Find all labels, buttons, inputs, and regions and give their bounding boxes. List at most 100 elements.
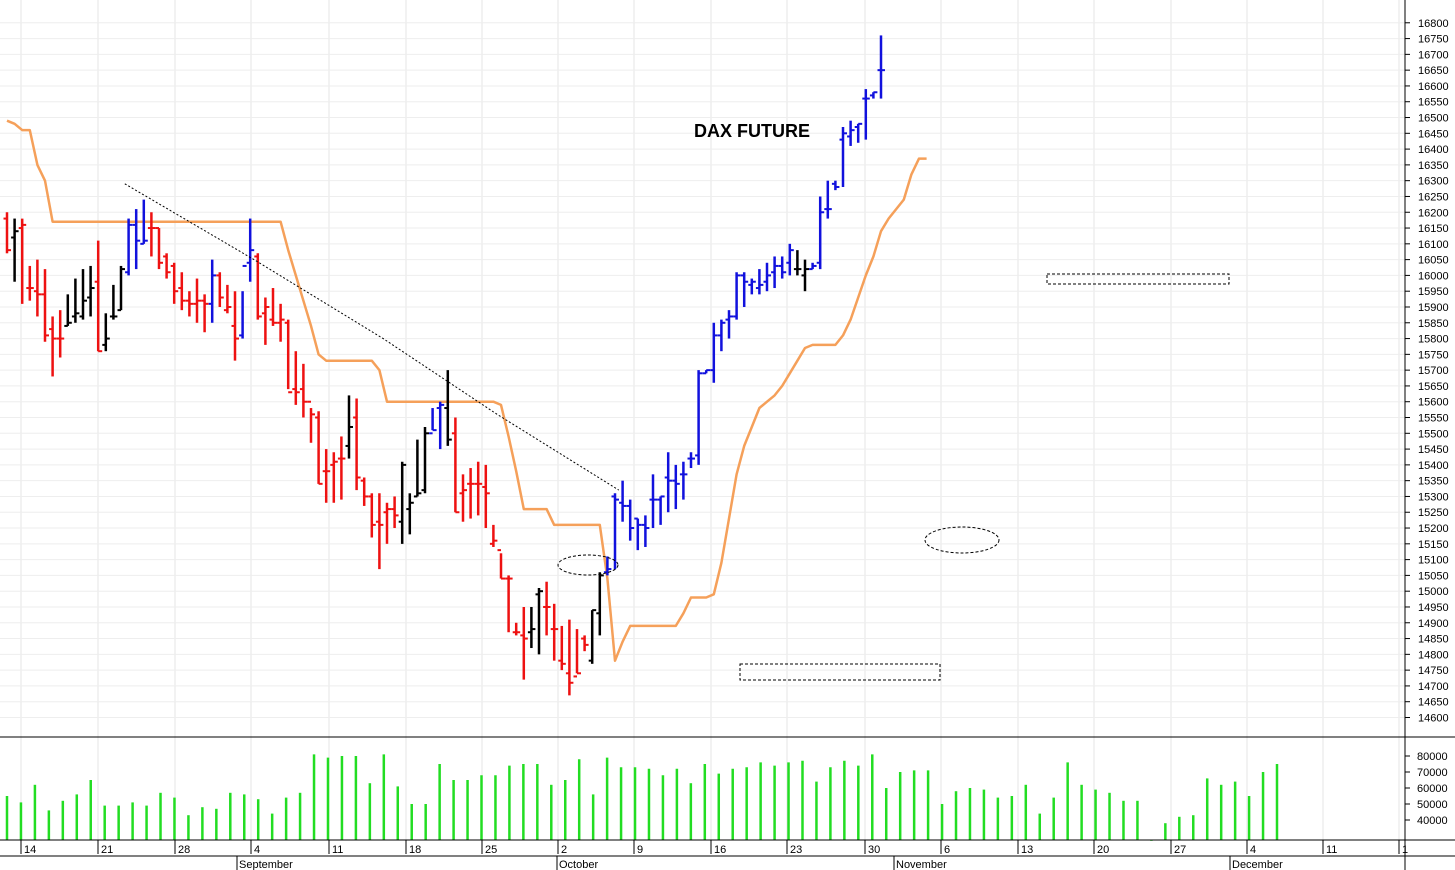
ohlc-bar: [771, 256, 779, 289]
ohlc-bar: [862, 89, 870, 140]
ohlc-bar: [398, 461, 407, 544]
y-tick-label: 16300: [1418, 176, 1449, 188]
y-tick-label: 16500: [1418, 113, 1449, 125]
ohlc-bar: [573, 629, 581, 678]
y-tick-label: 16250: [1418, 191, 1449, 203]
ohlc-bar: [611, 493, 619, 570]
ohlc-bar: [307, 400, 315, 443]
volume-y-tick-label: 50000: [1417, 799, 1448, 811]
ohlc-bar: [839, 126, 847, 187]
annotation-box-breakout: [1046, 273, 1230, 285]
ohlc-bar: [277, 303, 285, 342]
ohlc-bar: [459, 474, 467, 522]
ohlc-bar: [626, 499, 635, 541]
ohlc-bar: [94, 240, 103, 353]
ohlc-bar: [619, 480, 627, 522]
ohlc-bar: [634, 517, 642, 551]
ohlc-bar: [421, 426, 429, 494]
y-tick-label: 16450: [1418, 128, 1449, 140]
ohlc-bar: [854, 122, 863, 143]
x-tick-label: 4: [254, 844, 260, 856]
ohlc-bar: [786, 243, 794, 276]
x-tick-label: 20: [1097, 844, 1109, 856]
ohlc-bar: [231, 291, 239, 361]
ohlc-bar: [246, 218, 255, 282]
ohlc-bar: [170, 262, 179, 304]
y-tick-label: 16650: [1418, 65, 1449, 77]
y-tick-label: 15250: [1418, 507, 1449, 519]
y-tick-label: 14800: [1418, 649, 1449, 661]
y-tick-label: 14600: [1418, 713, 1449, 725]
ohlc-bar: [497, 549, 505, 580]
ohlc-bar: [717, 319, 726, 352]
x-tick-label: 11: [1326, 844, 1337, 856]
ohlc-bar: [649, 474, 657, 529]
ohlc-bar: [193, 278, 201, 323]
ohlc-bar: [672, 464, 680, 510]
ohlc-bar: [467, 468, 475, 519]
ohlc-bar: [588, 609, 597, 664]
ohlc-bar: [269, 288, 277, 326]
y-tick-label: 16700: [1418, 49, 1449, 61]
ohlc-bar: [254, 253, 262, 320]
x-tick-label: 25: [485, 844, 497, 856]
ohlc-bar: [755, 269, 764, 295]
y-tick-label: 15950: [1418, 286, 1449, 298]
ohlc-bar: [368, 493, 376, 538]
ohlc-bar: [284, 319, 293, 394]
ohlc-bar: [596, 572, 604, 636]
ohlc-bar: [79, 269, 87, 320]
x-tick-label: 18: [409, 844, 421, 856]
x-tick-label: 14: [24, 844, 36, 856]
ohlc-bar: [345, 395, 353, 459]
ohlc-bar: [710, 322, 718, 383]
y-tick-label: 15000: [1418, 586, 1449, 598]
ohlc-bar: [140, 199, 148, 245]
y-tick-label: 15700: [1418, 365, 1449, 377]
annotations: [557, 273, 1230, 681]
ohlc-bar: [763, 262, 771, 292]
ohlc-bar: [330, 452, 338, 503]
ohlc-bar: [216, 272, 224, 307]
y-tick-label: 16100: [1418, 239, 1449, 251]
x-tick-label: 9: [637, 844, 643, 856]
ohlc-bar: [687, 452, 695, 469]
ohlc-bar: [740, 272, 749, 307]
ohlc-bar: [543, 581, 551, 636]
ohlc-bar: [831, 180, 840, 191]
y-tick-label: 15650: [1418, 381, 1449, 393]
ohlc-bar: [482, 464, 490, 529]
y-tick-label: 16750: [1418, 34, 1449, 46]
ohlc-bar: [132, 209, 141, 270]
ohlc-bar: [87, 265, 95, 317]
y-tick-label: 15300: [1418, 491, 1449, 503]
ohlc-bar: [778, 256, 787, 279]
ohlc-bars: [3, 35, 885, 696]
ohlc-bar: [809, 262, 817, 271]
ohlc-bar: [239, 264, 247, 339]
y-tick-label: 14900: [1418, 618, 1449, 630]
y-tick-label: 15150: [1418, 539, 1449, 551]
ohlc-bar: [261, 297, 270, 345]
annotation-ellipse-october-low: [557, 554, 619, 576]
y-tick-label: 15750: [1418, 349, 1449, 361]
ohlc-bar: [664, 452, 673, 513]
x-tick-label: 21: [101, 844, 113, 856]
ohlc-bar: [201, 294, 209, 333]
ohlc-bar: [603, 556, 612, 576]
ohlc-bar: [550, 603, 559, 661]
volume-y-tick-label: 40000: [1417, 815, 1448, 827]
x-tick-label: 13: [1021, 844, 1033, 856]
ohlc-bar: [877, 35, 885, 99]
y-tick-label: 16350: [1418, 160, 1449, 172]
volume-y-tick-label: 70000: [1417, 767, 1448, 779]
y-tick-label: 15800: [1418, 334, 1449, 346]
ohlc-bar: [64, 294, 72, 327]
ohlc-bar: [18, 218, 27, 304]
ohlc-bar: [375, 493, 384, 570]
ohlc-bar: [223, 284, 232, 314]
ohlc-bar: [520, 606, 528, 680]
chart-title: DAX FUTURE: [694, 121, 810, 141]
ohlc-bar: [869, 91, 878, 99]
x-tick-label: 16: [714, 844, 726, 856]
